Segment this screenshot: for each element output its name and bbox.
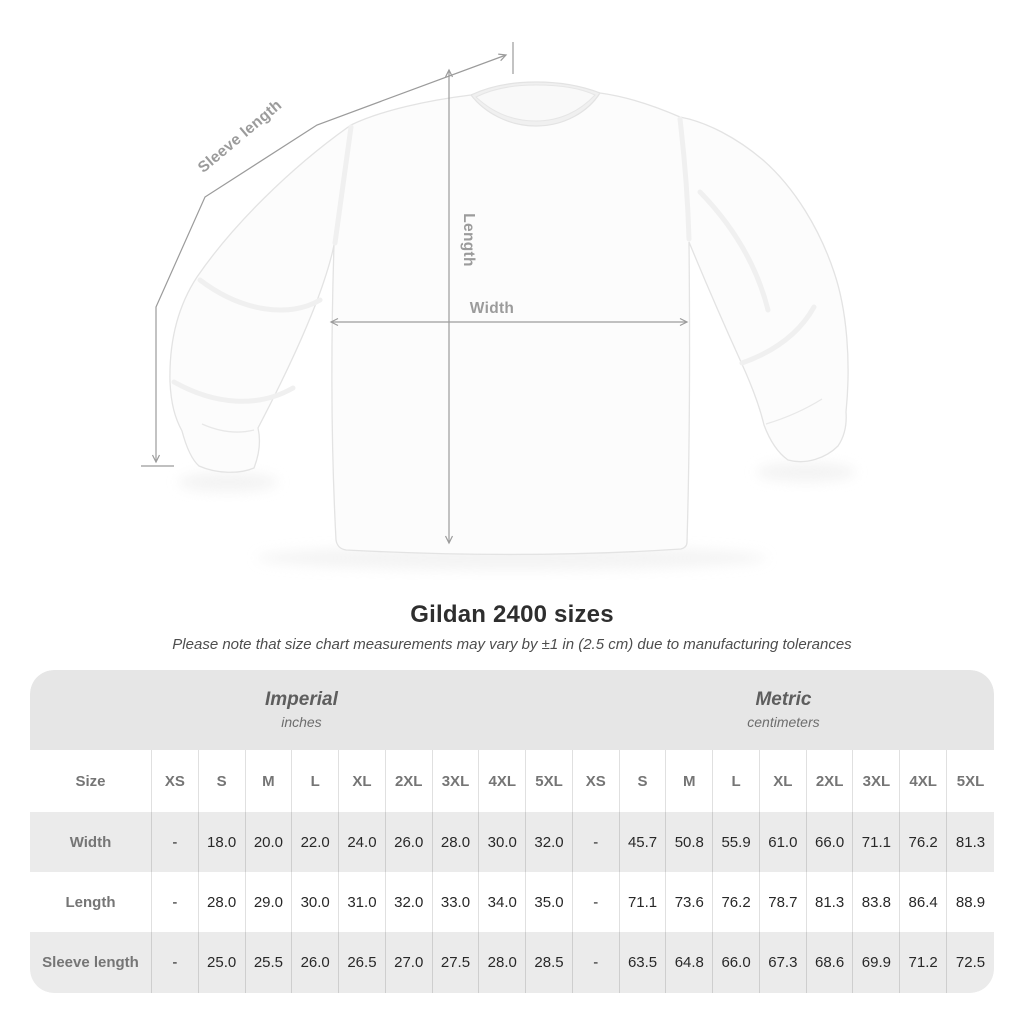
data-cell: 83.8 xyxy=(853,872,901,932)
size-header-imperial-4xl: 4XL xyxy=(479,750,527,812)
data-cell: 71.1 xyxy=(619,872,667,932)
data-cell: 72.5 xyxy=(947,932,994,993)
page-title: Gildan 2400 sizes xyxy=(410,601,614,628)
data-cell: 81.3 xyxy=(806,872,854,932)
row-label: Length xyxy=(30,872,152,932)
size-header-imperial-5xl: 5XL xyxy=(526,750,573,812)
size-header-metric-3xl: 3XL xyxy=(853,750,901,812)
sleeve-length-arrow xyxy=(151,53,508,464)
data-cell: 66.0 xyxy=(806,812,854,872)
size-header-imperial-xl: XL xyxy=(339,750,386,812)
data-cell: - xyxy=(152,872,199,932)
data-cell: - xyxy=(572,812,620,872)
size-header-metric-s: S xyxy=(619,750,667,812)
data-cell: 55.9 xyxy=(713,812,760,872)
metric-sublabel: centimeters xyxy=(747,714,820,731)
size-table-container: Imperial inches Metric centimeters Size … xyxy=(30,670,994,993)
data-cell: 88.9 xyxy=(947,872,994,932)
table-row-sleeve-length: Sleeve length - 25.0 25.5 26.0 26.5 27.0… xyxy=(30,932,994,993)
data-cell: 28.0 xyxy=(479,932,527,993)
data-cell: - xyxy=(572,872,620,932)
size-header-imperial-l: L xyxy=(292,750,340,812)
data-cell: 61.0 xyxy=(759,812,807,872)
data-cell: 78.7 xyxy=(759,872,807,932)
data-cell: 28.5 xyxy=(526,932,573,993)
data-cell: 71.2 xyxy=(900,932,948,993)
imperial-sublabel: inches xyxy=(281,714,322,731)
size-header-imperial-2xl: 2XL xyxy=(385,750,433,812)
data-cell: 24.0 xyxy=(339,812,386,872)
unit-group-row: Imperial inches Metric centimeters xyxy=(30,670,994,750)
data-cell: 33.0 xyxy=(432,872,480,932)
data-cell: 86.4 xyxy=(900,872,948,932)
data-cell: 32.0 xyxy=(526,812,573,872)
data-cell: 31.0 xyxy=(339,872,386,932)
data-cell: - xyxy=(572,932,620,993)
size-column-header: Size xyxy=(30,750,152,812)
data-cell: 26.5 xyxy=(339,932,386,993)
data-cell: 28.0 xyxy=(198,872,246,932)
data-cell: 67.3 xyxy=(759,932,807,993)
data-cell: 45.7 xyxy=(619,812,667,872)
data-cell: 35.0 xyxy=(526,872,573,932)
imperial-group-header: Imperial inches xyxy=(30,670,573,750)
length-label: Length xyxy=(460,213,477,266)
data-cell: 18.0 xyxy=(198,812,246,872)
data-cell: - xyxy=(152,812,199,872)
data-cell: - xyxy=(152,932,199,993)
size-table: Imperial inches Metric centimeters Size … xyxy=(30,670,994,993)
data-cell: 26.0 xyxy=(385,812,433,872)
size-header-metric-l: L xyxy=(713,750,760,812)
metric-group-header: Metric centimeters xyxy=(572,670,994,750)
size-header-metric-5xl: 5XL xyxy=(947,750,994,812)
measurement-lines xyxy=(141,42,689,545)
data-cell: 76.2 xyxy=(713,872,760,932)
data-cell: 25.5 xyxy=(245,932,293,993)
data-cell: 63.5 xyxy=(619,932,667,993)
data-cell: 81.3 xyxy=(947,812,994,872)
size-header-row: Size XS S M L XL 2XL 3XL 4XL 5XL XS S M … xyxy=(30,750,994,812)
row-label: Width xyxy=(30,812,152,872)
sleeve-length-label: Sleeve length xyxy=(195,97,285,177)
data-cell: 29.0 xyxy=(245,872,293,932)
data-cell: 27.5 xyxy=(432,932,480,993)
size-header-metric-2xl: 2XL xyxy=(806,750,854,812)
data-cell: 30.0 xyxy=(479,812,527,872)
imperial-label: Imperial xyxy=(265,688,338,710)
data-cell: 25.0 xyxy=(198,932,246,993)
data-cell: 69.9 xyxy=(853,932,901,993)
data-cell: 66.0 xyxy=(713,932,760,993)
data-cell: 27.0 xyxy=(385,932,433,993)
data-cell: 71.1 xyxy=(853,812,901,872)
data-cell: 64.8 xyxy=(666,932,714,993)
data-cell: 22.0 xyxy=(292,812,340,872)
width-label: Width xyxy=(470,300,514,317)
data-cell: 20.0 xyxy=(245,812,293,872)
size-header-imperial-s: S xyxy=(198,750,246,812)
table-row-width: Width - 18.0 20.0 22.0 24.0 26.0 28.0 30… xyxy=(30,812,994,872)
data-cell: 73.6 xyxy=(666,872,714,932)
size-header-metric-4xl: 4XL xyxy=(900,750,948,812)
row-label: Sleeve length xyxy=(30,932,152,993)
data-cell: 28.0 xyxy=(432,812,480,872)
size-header-metric-xl: XL xyxy=(759,750,807,812)
shirt-diagram: Sleeve length Length Width xyxy=(141,42,856,570)
data-cell: 76.2 xyxy=(900,812,948,872)
data-cell: 32.0 xyxy=(385,872,433,932)
size-header-imperial-3xl: 3XL xyxy=(432,750,480,812)
metric-label: Metric xyxy=(755,688,812,710)
size-header-imperial-m: M xyxy=(245,750,293,812)
data-cell: 34.0 xyxy=(479,872,527,932)
page-subtitle: Please note that size chart measurements… xyxy=(172,636,852,653)
size-header-imperial-xs: XS xyxy=(152,750,199,812)
data-cell: 68.6 xyxy=(806,932,854,993)
data-cell: 30.0 xyxy=(292,872,340,932)
size-header-metric-m: M xyxy=(666,750,714,812)
size-header-metric-xs: XS xyxy=(572,750,620,812)
data-cell: 26.0 xyxy=(292,932,340,993)
data-cell: 50.8 xyxy=(666,812,714,872)
table-row-length: Length - 28.0 29.0 30.0 31.0 32.0 33.0 3… xyxy=(30,872,994,932)
